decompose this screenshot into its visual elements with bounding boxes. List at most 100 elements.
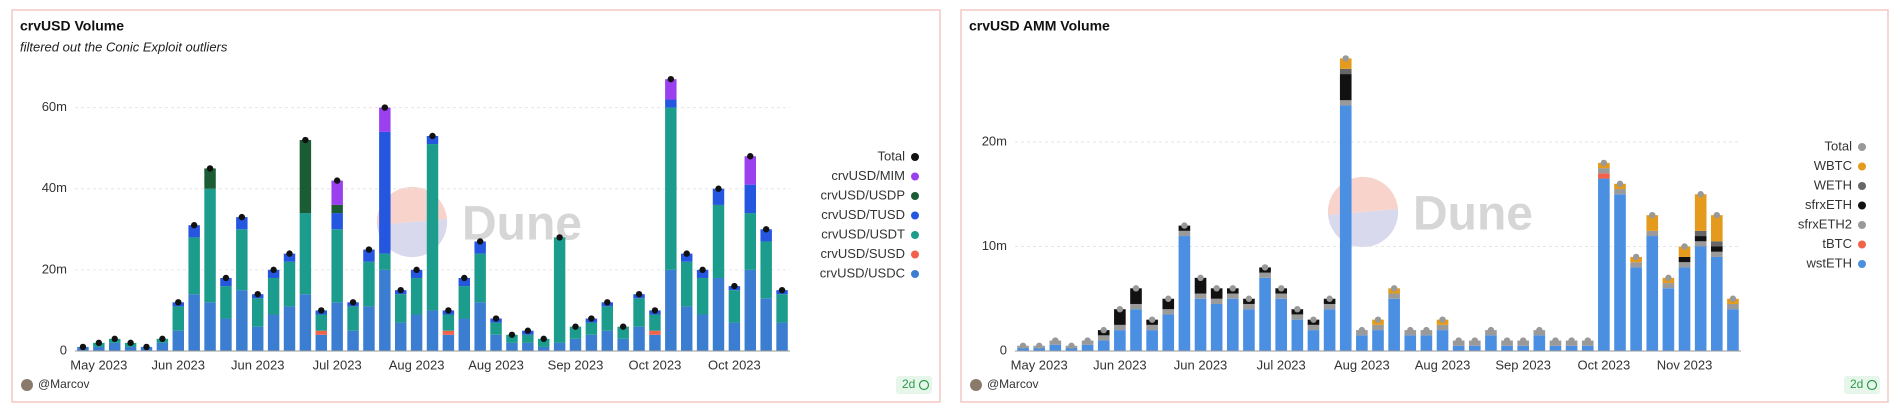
bar-segment [538, 338, 550, 347]
bar-segment [426, 310, 439, 351]
bar-segment [410, 277, 423, 315]
bar-segment [1210, 298, 1223, 304]
bar-segment [1646, 236, 1659, 351]
bar-segment [665, 107, 677, 270]
total-dot [747, 153, 754, 160]
bar-segment [490, 322, 502, 335]
x-tick-label: Aug 2023 [389, 357, 445, 372]
bar-segment [1420, 335, 1433, 351]
bar-segment [1194, 293, 1207, 299]
bar-segment [1323, 309, 1336, 351]
bar-segment [363, 261, 375, 307]
legend-label: sfrxETH2 [1798, 216, 1852, 231]
panel-border [11, 9, 941, 403]
bar-segment [363, 306, 375, 351]
bar-segment [1501, 345, 1513, 351]
bar-segment [1307, 330, 1320, 351]
x-tick-label: Jul 2023 [1257, 357, 1306, 372]
bar-segment [458, 318, 470, 351]
total-dot [175, 299, 182, 306]
bar-segment [665, 269, 677, 351]
bar-segment [204, 302, 216, 351]
legend-label: Total [878, 148, 906, 163]
bar-segment [220, 286, 232, 319]
bar-segment [1146, 324, 1158, 331]
bar-segment [283, 253, 296, 262]
bar-segment [458, 286, 470, 319]
total-dot [365, 246, 373, 253]
bar-segment [1243, 309, 1255, 351]
bar-segment [601, 306, 613, 331]
bar-segment [1646, 230, 1659, 237]
bar-segment [442, 314, 455, 331]
total-dot [699, 266, 706, 274]
legend-label: crvUSD/USDC [820, 265, 905, 280]
bar-segment [538, 346, 550, 351]
bar-segment [1565, 345, 1578, 351]
bar-segment [744, 269, 756, 351]
total-dot [1261, 264, 1269, 271]
total-dot [508, 331, 516, 338]
legend-label: Total [1825, 138, 1853, 153]
legend-swatch [1858, 260, 1866, 268]
x-tick-label: Jun 2023 [1174, 357, 1228, 372]
total-dot [1536, 326, 1543, 334]
bar-segment [681, 306, 693, 351]
bar-segment [299, 213, 312, 295]
bar-segment [712, 204, 725, 278]
bar-segment [1033, 347, 1046, 351]
total-dot [190, 222, 198, 229]
legend-swatch [911, 211, 919, 220]
bar-segment [1130, 288, 1142, 304]
bar-segment [1275, 293, 1288, 299]
total-dot [1374, 316, 1382, 323]
total-dot [604, 299, 611, 306]
total-dot [349, 299, 357, 306]
total-dot [1100, 326, 1107, 334]
bar-segment [204, 168, 216, 189]
total-dot [651, 307, 659, 314]
total-dot [1407, 326, 1414, 334]
total-dot [492, 315, 500, 322]
bar-segment [410, 269, 423, 278]
bar-segment [299, 140, 312, 214]
total-dot [1503, 337, 1511, 344]
bar-segment [1468, 345, 1481, 351]
bar-segment [172, 330, 184, 351]
legend-label: crvUSD/MIM [831, 168, 905, 183]
bar-segment [188, 237, 200, 295]
bar-segment [331, 204, 343, 214]
bar-segment [1146, 330, 1158, 351]
bar-segment [490, 334, 502, 351]
bar-segment [1339, 74, 1352, 101]
bar-segment [696, 269, 709, 278]
bar-segment [474, 302, 486, 351]
panel-border [960, 9, 1889, 403]
total-dot [95, 339, 103, 347]
bar-segment [665, 79, 677, 100]
total-dot [1310, 316, 1317, 323]
total-dot [1681, 243, 1688, 250]
bar-segment [1581, 345, 1594, 351]
bar-segment [1662, 288, 1675, 351]
total-dot [1649, 211, 1656, 219]
total-dot [1052, 337, 1059, 344]
bar-segment [601, 330, 613, 351]
bar-segment [649, 334, 661, 351]
bar-segment [1049, 344, 1062, 351]
y-tick-label: 0 [1000, 342, 1007, 357]
total-dot [1245, 295, 1253, 302]
total-dot [381, 104, 389, 111]
total-dot [683, 250, 690, 257]
legend-swatch [1858, 201, 1866, 210]
bar-segment [506, 334, 518, 343]
legend-label: sfrxETH [1805, 197, 1852, 212]
total-dot [222, 274, 230, 282]
x-tick-label: Jul 2023 [313, 357, 362, 372]
bar-segment [1598, 178, 1610, 351]
bar-segment [1404, 335, 1417, 351]
x-tick-label: Oct 2023 [1577, 357, 1630, 372]
bar-segment [331, 180, 343, 205]
total-dot [111, 335, 118, 343]
bar-segment [1646, 215, 1659, 231]
